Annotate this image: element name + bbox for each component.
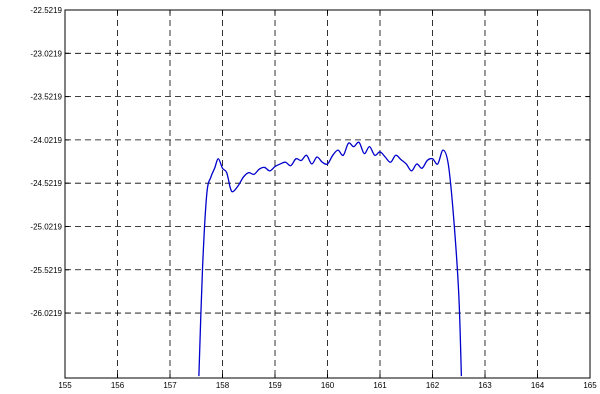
y-tick-label: -23.0219 — [30, 49, 62, 58]
y-tick-label: -23.5219 — [30, 93, 62, 102]
x-tick-label: 165 — [583, 381, 597, 390]
y-tick-label: -24.0219 — [30, 136, 62, 145]
x-tick-label: 161 — [373, 381, 387, 390]
x-tick-label: 159 — [268, 381, 282, 390]
x-axis-tick-labels: 155 156 157 158 159 160 161 162 163 164 165 — [58, 381, 597, 390]
x-tick-label: 160 — [321, 381, 335, 390]
x-tick-label: 164 — [531, 381, 545, 390]
x-tick-label: 155 — [58, 381, 72, 390]
x-tick-label: 163 — [478, 381, 492, 390]
x-tick-label: 157 — [163, 381, 177, 390]
y-tick-label: -25.0219 — [30, 222, 62, 231]
y-axis-tick-labels: -22.5219 -23.0219 -23.5219 -24.0219 -24.5219… — [30, 6, 62, 318]
x-tick-label: 158 — [216, 381, 230, 390]
tick-marks — [64, 9, 591, 378]
series-layer — [198, 141, 463, 377]
y-tick-label: -25.5219 — [30, 266, 62, 275]
x-tick-label: 162 — [426, 381, 440, 390]
y-tick-label: -24.5219 — [30, 179, 62, 188]
y-tick-label: -26.0219 — [30, 309, 62, 318]
series-line — [198, 141, 463, 377]
grid-lines — [65, 10, 590, 378]
x-tick-label: 156 — [111, 381, 125, 390]
y-tick-label: -22.5219 — [30, 6, 62, 15]
